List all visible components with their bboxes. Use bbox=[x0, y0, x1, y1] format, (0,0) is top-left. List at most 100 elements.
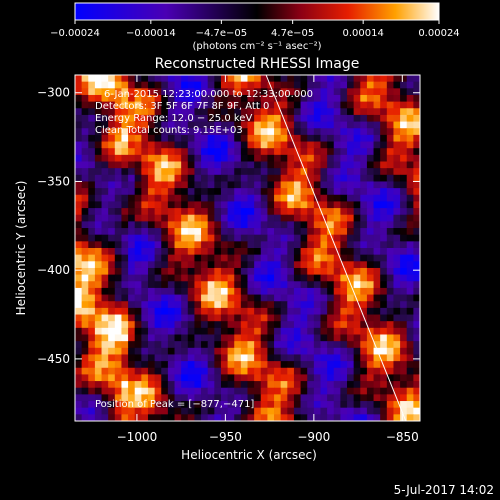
heatmap-cell bbox=[406, 161, 414, 169]
heatmap-cell bbox=[260, 414, 268, 421]
heatmap-cell bbox=[353, 208, 361, 216]
heatmap-cell bbox=[280, 327, 288, 335]
heatmap-cell bbox=[373, 228, 381, 236]
heatmap-cell bbox=[333, 141, 341, 149]
heatmap-cell bbox=[174, 81, 182, 89]
heatmap-cell bbox=[327, 181, 335, 189]
heatmap-cell bbox=[307, 134, 315, 142]
heatmap-cell bbox=[313, 407, 321, 415]
heatmap-cell bbox=[227, 307, 235, 315]
heatmap-cell bbox=[121, 367, 129, 375]
heatmap-cell bbox=[101, 201, 109, 209]
heatmap-cell bbox=[260, 228, 268, 236]
heatmap-cell bbox=[114, 134, 122, 142]
heatmap-cell bbox=[373, 347, 381, 355]
heatmap-cell bbox=[327, 221, 335, 229]
heatmap-cell bbox=[280, 381, 288, 389]
heatmap-cell bbox=[94, 401, 102, 409]
heatmap-cell bbox=[240, 407, 248, 415]
heatmap-cell bbox=[260, 141, 268, 149]
heatmap-cell bbox=[353, 181, 361, 189]
heatmap-cell bbox=[147, 301, 156, 309]
heatmap-cell bbox=[366, 267, 374, 276]
heatmap-cell bbox=[128, 214, 136, 222]
heatmap-cell bbox=[347, 261, 355, 269]
heatmap-cell bbox=[274, 241, 282, 249]
heatmap-cell bbox=[274, 208, 282, 216]
heatmap-cell bbox=[313, 274, 321, 282]
heatmap-cell bbox=[353, 214, 361, 222]
heatmap-cell bbox=[161, 201, 169, 209]
heatmap-cell bbox=[247, 94, 255, 103]
heatmap-cell bbox=[114, 174, 122, 182]
heatmap-cell bbox=[161, 94, 169, 103]
heatmap-cell bbox=[247, 134, 255, 142]
heatmap-cell bbox=[386, 128, 394, 136]
heatmap-cell bbox=[313, 341, 321, 349]
heatmap-cell bbox=[373, 294, 381, 302]
heatmap-cell bbox=[227, 354, 235, 362]
heatmap-cell bbox=[300, 261, 308, 269]
heatmap-cell bbox=[393, 314, 401, 322]
heatmap-cell bbox=[101, 154, 109, 162]
heatmap-cell bbox=[366, 128, 374, 136]
heatmap-cell bbox=[347, 374, 355, 382]
heatmap-cell bbox=[194, 88, 202, 96]
heatmap-cell bbox=[220, 287, 228, 295]
heatmap-cell bbox=[94, 114, 102, 122]
heatmap-cell bbox=[327, 314, 335, 322]
heatmap-cell bbox=[320, 274, 328, 282]
heatmap-cell bbox=[280, 174, 288, 182]
heatmap-cell bbox=[406, 241, 414, 249]
heatmap-cell bbox=[220, 114, 228, 122]
heatmap-cell bbox=[360, 108, 368, 116]
heatmap-cell bbox=[333, 154, 341, 162]
heatmap-cell bbox=[327, 401, 335, 409]
heatmap-cell bbox=[220, 367, 228, 375]
heatmap-cell bbox=[181, 387, 189, 395]
heatmap-cell bbox=[134, 148, 142, 156]
heatmap-cell bbox=[187, 94, 195, 103]
heatmap-cell bbox=[307, 81, 315, 89]
heatmap-cell bbox=[161, 394, 169, 402]
heatmap-cell bbox=[94, 201, 102, 209]
heatmap-cell bbox=[353, 307, 361, 315]
heatmap-cell bbox=[353, 354, 361, 362]
heatmap-cell bbox=[386, 314, 394, 322]
heatmap-cell bbox=[181, 321, 189, 329]
heatmap-cell bbox=[167, 307, 175, 315]
heatmap-cell bbox=[313, 121, 321, 129]
heatmap-cell bbox=[207, 201, 215, 209]
colorbar-gradient bbox=[74, 2, 440, 21]
heatmap-cell bbox=[327, 274, 335, 282]
heatmap-cell bbox=[147, 314, 156, 322]
heatmap-cell bbox=[201, 81, 209, 89]
heatmap-cell bbox=[300, 401, 308, 409]
heatmap-cell bbox=[214, 154, 222, 162]
heatmap-cell bbox=[254, 168, 262, 176]
heatmap-cell bbox=[134, 387, 142, 395]
heatmap-cell bbox=[114, 267, 122, 276]
heatmap-cell bbox=[400, 148, 408, 156]
heatmap-cell bbox=[214, 108, 222, 116]
heatmap-cell bbox=[240, 188, 248, 196]
heatmap-cell bbox=[386, 307, 394, 315]
heatmap-cell bbox=[108, 234, 116, 242]
heatmap-cell bbox=[174, 407, 182, 415]
heatmap-cell bbox=[154, 141, 162, 149]
heatmap-cell bbox=[101, 387, 109, 395]
heatmap-cell bbox=[214, 248, 222, 256]
heatmap-cell bbox=[307, 287, 315, 295]
heatmap-cell bbox=[88, 274, 96, 282]
heatmap-cell bbox=[254, 214, 262, 222]
heatmap-cell bbox=[101, 114, 109, 122]
heatmap-cell bbox=[313, 114, 321, 122]
heatmap-cell bbox=[373, 194, 381, 202]
heatmap-cell bbox=[353, 394, 361, 402]
heatmap-cell bbox=[406, 75, 414, 83]
heatmap-cell bbox=[313, 354, 321, 362]
heatmap-cell bbox=[174, 347, 182, 355]
heatmap-cell bbox=[108, 287, 116, 295]
heatmap-cell bbox=[108, 75, 116, 83]
heatmap-cell bbox=[274, 201, 282, 209]
